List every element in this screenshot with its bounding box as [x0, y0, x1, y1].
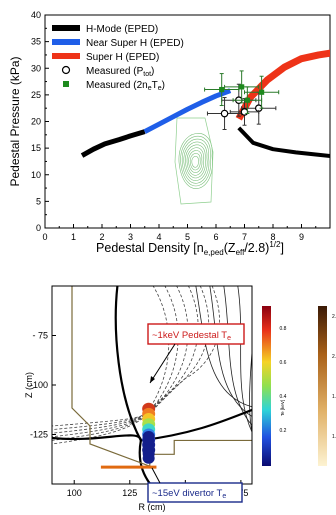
annotation-text: ~1keV Pedestal Te: [152, 330, 231, 342]
annotation-arrow: [151, 467, 161, 484]
legend: H-Mode (EPED) Near Super H (EPED) Super H …: [52, 24, 184, 92]
x-axis-label: Pedestal Density [ne,ped(Zeff/2.8)1/2]: [96, 240, 284, 257]
y-tick-label: 40: [31, 10, 41, 20]
flux-contour: [183, 141, 208, 181]
dashed-flux-line: [52, 286, 199, 438]
y-tick-label: 15: [31, 143, 41, 153]
measured-ne-point: [232, 86, 263, 115]
colorbar-tick-label: 0.8: [280, 326, 287, 332]
x-tick-label: 9: [299, 232, 304, 242]
x-tick-label: 100: [67, 488, 82, 498]
colorbar-tick-label: 1.: [332, 434, 336, 440]
flux-surfaces: [52, 286, 252, 484]
ne-marker: [259, 89, 265, 95]
y-axis-label: Z (cm): [24, 372, 34, 398]
colorbar-tick-label: 0.2: [280, 428, 287, 434]
measured-ptot-point: [206, 97, 243, 130]
series-line-4: [235, 49, 330, 121]
series-line-3: [237, 126, 330, 159]
series-line-1: [80, 129, 146, 158]
flux-contour: [191, 156, 199, 168]
legend-ptot-marker: [61, 65, 71, 75]
annotation-text: ~15eV divertor Te: [152, 488, 226, 500]
y-tick-label: - 75: [32, 331, 48, 341]
colorbar-tick-label: 1.: [332, 394, 336, 400]
ptot-marker: [220, 109, 229, 118]
solid-flux-line: [237, 286, 252, 434]
colorbar-second: [318, 306, 327, 466]
y-tick-label: 35: [31, 37, 41, 47]
y-axis-label: Pedestal Pressure (kPa): [8, 56, 22, 186]
colorbar-te: [262, 306, 271, 466]
x-axis-label: R (cm): [139, 502, 166, 512]
colorbar-tick-label: 2.: [332, 354, 336, 360]
x-tick-label: 7: [242, 232, 247, 242]
plasma-cross-section-inset: [173, 114, 215, 206]
series-group: [80, 49, 330, 159]
arrowhead: [150, 376, 155, 383]
y-tick-label: 0: [36, 223, 41, 233]
solid-flux-line: [249, 286, 252, 435]
separatrix-leg: [52, 408, 252, 442]
legend-label: Near Super H (EPED): [86, 38, 184, 49]
x-tick-label: 5: [185, 232, 190, 242]
separatrix: [114, 286, 152, 484]
measured-ne-point: [204, 73, 240, 107]
annotation-box: [147, 323, 245, 345]
x-tick-label: 6: [213, 232, 218, 242]
legend-label: Super H (EPED): [86, 52, 159, 63]
annotation-divertor: ~15eV divertor Te: [147, 467, 243, 503]
measured-ptot-point: [229, 98, 260, 126]
colorbar-tick-label: 0.4: [280, 394, 287, 400]
dashed-flux-line: [52, 286, 189, 434]
measured-ne-point: [224, 70, 260, 104]
dashed-flux-line: [52, 286, 179, 430]
colorbar-tick-label: 2.: [332, 314, 336, 320]
flux-contour: [188, 150, 203, 173]
annotation-pedestal: ~1keV Pedestal Te: [147, 323, 245, 384]
ne-marker: [239, 84, 245, 90]
legend-label-ne: Measured (2neTe): [86, 80, 165, 92]
legend-label-ptot: Measured (Ptot): [86, 66, 154, 78]
y-tick-label: 30: [31, 63, 41, 73]
vessel-wall: [174, 117, 214, 205]
y-tick-label: 10: [31, 170, 41, 180]
flux-contour: [189, 153, 201, 171]
y-tick-label: -100: [30, 380, 48, 390]
ne-marker: [219, 86, 225, 93]
pressure-density-chart: 0 1 2 3 4 5 6 7 8 9 0 5 10 15 20 25 30 35 40 Pedestal Densi…: [8, 10, 331, 257]
dashed-flux-line: [52, 286, 170, 427]
flux-contour: [185, 144, 206, 179]
annotation-arrow: [149, 343, 176, 384]
ptot-marker: [240, 108, 249, 116]
flux-contour: [186, 147, 204, 176]
x-tick-label: 125: [122, 488, 137, 498]
flux-contour: [178, 133, 213, 189]
x-tick-label: 3: [128, 232, 133, 242]
y-tick-label: -125: [30, 430, 48, 440]
annotation-box: [147, 482, 243, 503]
dashed-flux-line: [52, 286, 220, 445]
colorbar-tick-label: 0.6: [280, 360, 287, 366]
series-line-2: [143, 88, 232, 134]
x-tick-label: 2: [99, 232, 104, 242]
y-tick-label: 20: [31, 117, 41, 127]
solid-flux-line: [195, 286, 252, 408]
x-tick-label: 4: [156, 232, 161, 242]
flux-contour: [181, 138, 210, 184]
legend-ne-marker: [63, 81, 69, 87]
measured-ne-point: [244, 75, 280, 109]
flux-contour: [180, 136, 212, 187]
colorbar-label: Te [keV]: [280, 400, 285, 416]
y-tick-label: 5: [36, 196, 41, 206]
y-tick-label: 25: [31, 90, 41, 100]
ne-marker: [244, 97, 250, 103]
x-tick-label: 0: [42, 232, 47, 242]
x-tick-label: 8: [270, 232, 275, 242]
te-measurement-blob: [142, 452, 155, 464]
solid-flux-line: [209, 286, 252, 417]
legend-label: H-Mode (EPED): [86, 24, 158, 35]
x-tick-label: 1: [71, 232, 76, 242]
